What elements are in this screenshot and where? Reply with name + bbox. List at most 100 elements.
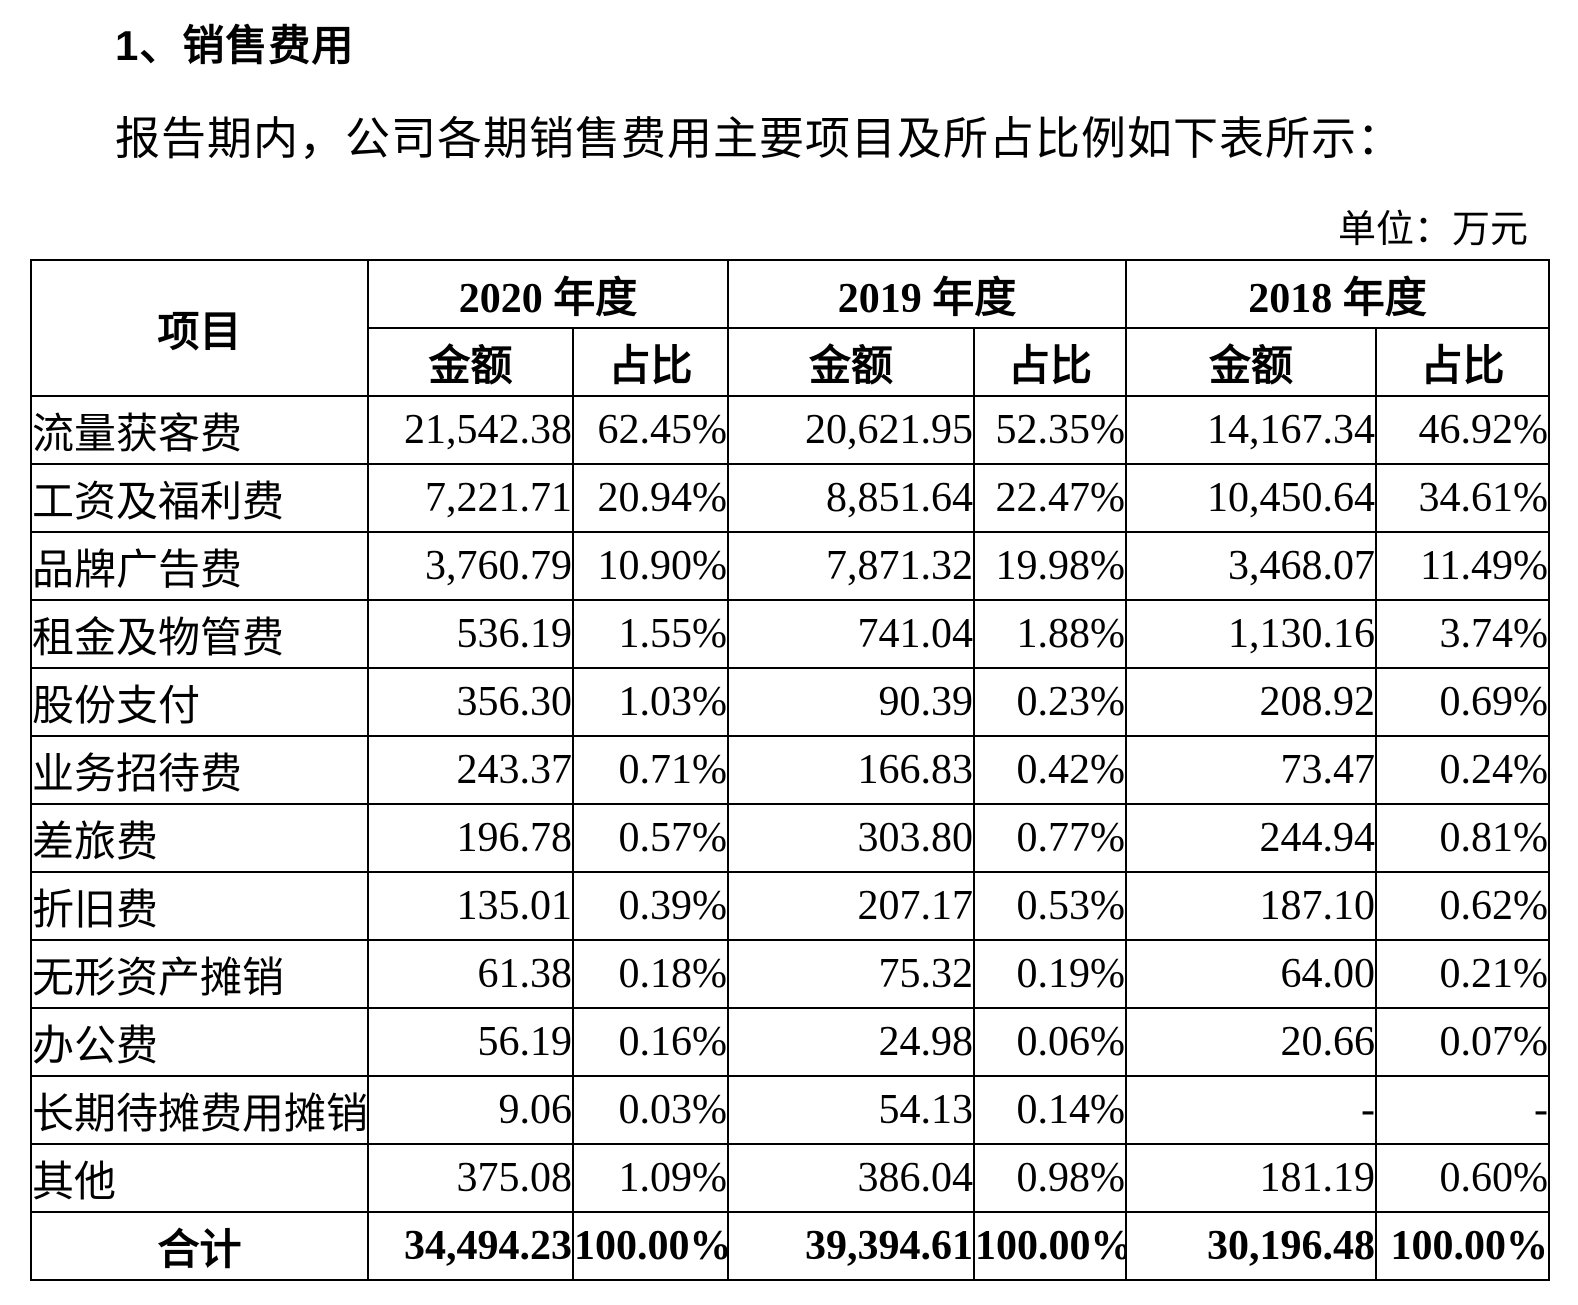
header-row-subcolumns: 金额 占比 金额 占比 金额 占比	[31, 327, 1551, 398]
table-row: 租金及物管费 536.19 1.55% 741.04 1.88% 1,130.1…	[30, 599, 1551, 670]
amount-cell: 73.47	[1125, 735, 1378, 806]
year-header-2018: 2018 年度	[1125, 259, 1551, 330]
ratio-cell: 20.94%	[571, 463, 730, 534]
ratio-cell: 0.07%	[1375, 1007, 1551, 1078]
table-row: 业务招待费 243.37 0.71% 166.83 0.42% 73.47 0.…	[30, 735, 1551, 806]
table-row: 工资及福利费 7,221.71 20.94% 8,851.64 22.47% 1…	[30, 463, 1551, 534]
header-row-years: 项目 2020 年度 2019 年度 2018 年度	[30, 259, 1551, 398]
amount-cell: 7,871.32	[727, 531, 976, 602]
ratio-cell: 0.03%	[571, 1075, 730, 1146]
amount-cell: 1,130.16	[1125, 599, 1378, 670]
amount-header-2018: 金额	[1125, 327, 1378, 398]
amount-cell: 24.98	[727, 1007, 976, 1078]
expense-item-cell: 长期待摊费用摊销	[30, 1075, 369, 1146]
table-row: 股份支付 356.30 1.03% 90.39 0.23% 208.92 0.6…	[30, 667, 1551, 738]
amount-cell: 7,221.71	[367, 463, 574, 534]
table-row: 其他 375.08 1.09% 386.04 0.98% 181.19 0.60…	[30, 1143, 1551, 1214]
ratio-cell: 0.21%	[1375, 939, 1551, 1010]
expense-item-cell: 品牌广告费	[30, 531, 369, 602]
expense-item-cell: 租金及物管费	[30, 599, 369, 670]
expense-item-cell: 办公费	[30, 1007, 369, 1078]
amount-cell: 20,621.95	[727, 395, 976, 466]
table-row: 差旅费 196.78 0.57% 303.80 0.77% 244.94 0.8…	[30, 803, 1551, 874]
table-row: 流量获客费 21,542.38 62.45% 20,621.95 52.35% …	[30, 395, 1551, 466]
amount-cell: 64.00	[1125, 939, 1378, 1010]
ratio-header-2020: 占比	[571, 327, 730, 398]
ratio-cell: 0.16%	[571, 1007, 730, 1078]
expense-item-cell: 工资及福利费	[30, 463, 369, 534]
ratio-cell: 0.98%	[973, 1143, 1128, 1214]
amount-cell: 135.01	[367, 871, 574, 942]
amount-cell: -	[1125, 1075, 1378, 1146]
ratio-cell: 34.61%	[1375, 463, 1551, 534]
amount-cell: 386.04	[727, 1143, 976, 1214]
ratio-cell: 0.69%	[1375, 667, 1551, 738]
ratio-cell: 0.81%	[1375, 803, 1551, 874]
total-row: 合计 34,494.23 100.00% 39,394.61 100.00% 3…	[30, 1211, 1551, 1282]
total-ratio-cell: 100.00%	[571, 1211, 730, 1282]
unit-note: 单位：万元	[1337, 209, 1528, 252]
amount-cell: 166.83	[727, 735, 976, 806]
ratio-cell: 0.19%	[973, 939, 1128, 1010]
table-row: 无形资产摊销 61.38 0.18% 75.32 0.19% 64.00 0.2…	[30, 939, 1551, 1010]
ratio-cell: 1.88%	[973, 599, 1128, 670]
ratio-cell: 1.03%	[571, 667, 730, 738]
sales-expense-table: 项目 2020 年度 2019 年度 2018 年度 金额 占比 金额 占比 金…	[30, 259, 1551, 1282]
amount-cell: 10,450.64	[1125, 463, 1378, 534]
section-title: 1、销售费用	[115, 22, 355, 69]
ratio-cell: 0.39%	[571, 871, 730, 942]
ratio-cell: 62.45%	[571, 395, 730, 466]
ratio-header-2019: 占比	[973, 327, 1128, 398]
amount-cell: 21,542.38	[367, 395, 574, 466]
ratio-cell: -	[1375, 1075, 1551, 1146]
total-ratio-cell: 100.00%	[973, 1211, 1128, 1282]
total-amount-cell: 39,394.61	[727, 1211, 976, 1282]
amount-cell: 20.66	[1125, 1007, 1378, 1078]
ratio-cell: 0.06%	[973, 1007, 1128, 1078]
total-amount-cell: 30,196.48	[1125, 1211, 1378, 1282]
table-row: 品牌广告费 3,760.79 10.90% 7,871.32 19.98% 3,…	[30, 531, 1551, 602]
expense-item-cell: 折旧费	[30, 871, 369, 942]
amount-cell: 75.32	[727, 939, 976, 1010]
amount-cell: 208.92	[1125, 667, 1378, 738]
amount-cell: 3,760.79	[367, 531, 574, 602]
amount-cell: 14,167.34	[1125, 395, 1378, 466]
amount-cell: 375.08	[367, 1143, 574, 1214]
amount-header-2019: 金额	[727, 327, 976, 398]
expense-item-cell: 业务招待费	[30, 735, 369, 806]
ratio-cell: 1.09%	[571, 1143, 730, 1214]
ratio-cell: 0.23%	[973, 667, 1128, 738]
amount-cell: 90.39	[727, 667, 976, 738]
ratio-cell: 1.55%	[571, 599, 730, 670]
amount-cell: 536.19	[367, 599, 574, 670]
amount-cell: 61.38	[367, 939, 574, 1010]
ratio-cell: 0.71%	[571, 735, 730, 806]
amount-cell: 187.10	[1125, 871, 1378, 942]
amount-header-2020: 金额	[367, 327, 574, 398]
ratio-cell: 22.47%	[973, 463, 1128, 534]
amount-cell: 244.94	[1125, 803, 1378, 874]
ratio-header-2018: 占比	[1375, 327, 1551, 398]
ratio-cell: 46.92%	[1375, 395, 1551, 466]
ratio-cell: 10.90%	[571, 531, 730, 602]
table-row: 办公费 56.19 0.16% 24.98 0.06% 20.66 0.07%	[30, 1007, 1551, 1078]
intro-paragraph: 报告期内，公司各期销售费用主要项目及所占比例如下表所示：	[115, 114, 1404, 165]
ratio-cell: 11.49%	[1375, 531, 1551, 602]
amount-cell: 8,851.64	[727, 463, 976, 534]
expense-item-cell: 股份支付	[30, 667, 369, 738]
amount-cell: 3,468.07	[1125, 531, 1378, 602]
table-row: 长期待摊费用摊销 9.06 0.03% 54.13 0.14% - -	[30, 1075, 1551, 1146]
amount-cell: 303.80	[727, 803, 976, 874]
amount-cell: 56.19	[367, 1007, 574, 1078]
ratio-cell: 0.62%	[1375, 871, 1551, 942]
expense-item-cell: 流量获客费	[30, 395, 369, 466]
ratio-cell: 0.57%	[571, 803, 730, 874]
expense-item-cell: 其他	[30, 1143, 369, 1214]
amount-cell: 356.30	[367, 667, 574, 738]
ratio-cell: 3.74%	[1375, 599, 1551, 670]
ratio-cell: 0.42%	[973, 735, 1128, 806]
ratio-cell: 0.24%	[1375, 735, 1551, 806]
corner-header-cell: 项目	[30, 259, 369, 398]
year-header-2020: 2020 年度	[366, 259, 730, 330]
